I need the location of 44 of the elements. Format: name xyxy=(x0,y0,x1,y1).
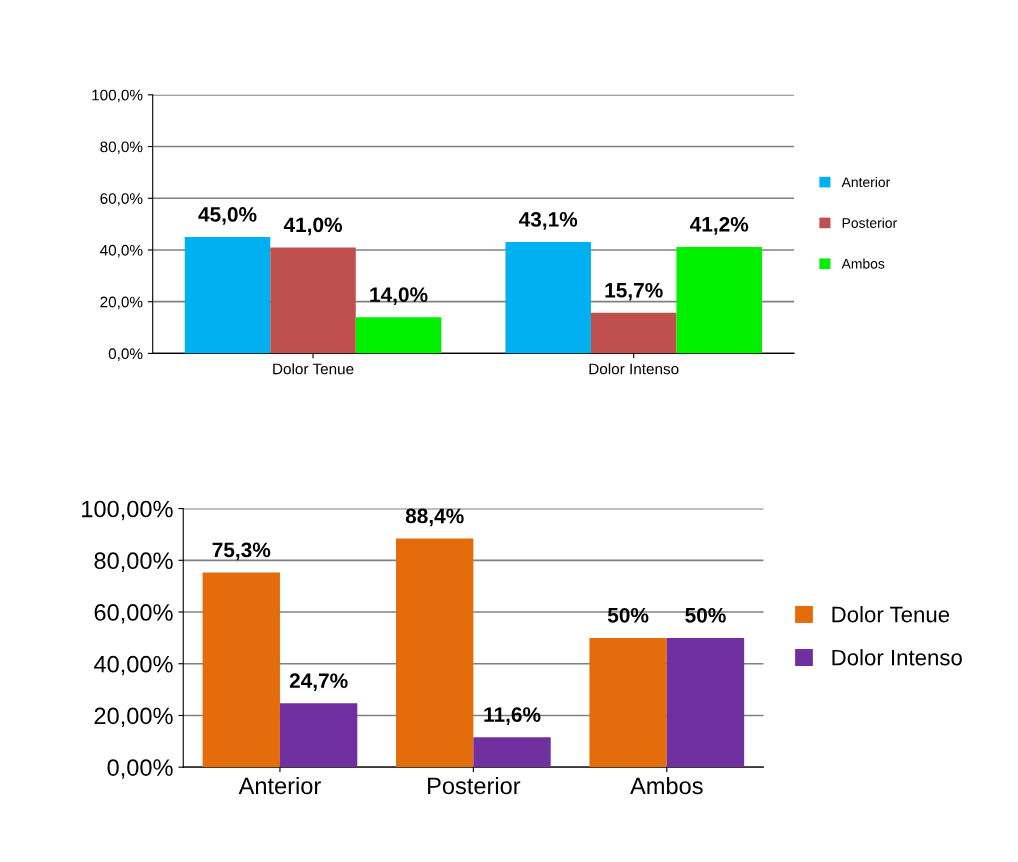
data-label: 50% xyxy=(607,607,649,623)
data-label: 75,3% xyxy=(212,542,271,561)
y-tick-label: 20,0% xyxy=(100,296,143,310)
legend-label: Dolor Tenue xyxy=(832,606,950,623)
bar xyxy=(270,247,356,354)
data-label: 11,6% xyxy=(484,707,541,725)
y-tick-label: 60,0% xyxy=(100,193,143,206)
bar xyxy=(202,572,280,768)
data-label: 41,0% xyxy=(283,217,343,236)
data-label: 15,7% xyxy=(605,282,663,301)
bar xyxy=(473,737,551,768)
x-tick-label: Posterior xyxy=(428,776,521,795)
bar xyxy=(396,538,474,768)
y-tick-label: 100,00% xyxy=(82,500,173,521)
data-label: 24,7% xyxy=(289,673,348,692)
y-tick-label: 40,00% xyxy=(93,655,173,676)
y-tick-label: 100,0% xyxy=(92,89,143,103)
y-tick-label: 80,00% xyxy=(94,552,173,572)
legend-label: Dolor Intenso xyxy=(832,649,962,666)
bar xyxy=(355,317,442,354)
bar xyxy=(184,237,271,354)
data-label: 43,1% xyxy=(518,211,578,230)
legend-label: Ambos xyxy=(841,258,885,269)
x-tick-label: Ambos xyxy=(630,776,703,795)
data-label: 41,2% xyxy=(690,216,749,235)
y-tick-label: 40,0% xyxy=(100,244,143,258)
bar xyxy=(589,637,667,768)
y-tick-label: 20,00% xyxy=(94,707,173,728)
data-label: 50% xyxy=(685,607,726,623)
bar xyxy=(666,637,745,768)
data-label: 14,0% xyxy=(370,287,428,306)
bar xyxy=(279,703,358,768)
y-tick-label: 0,00% xyxy=(107,759,173,779)
data-label: 45,0% xyxy=(198,207,257,225)
y-tick-label: 60,00% xyxy=(94,604,173,624)
data-label: 88,4% xyxy=(405,508,464,527)
bar xyxy=(590,312,677,354)
legend-label: Anterior xyxy=(841,176,890,188)
y-tick-label: 80,0% xyxy=(100,141,143,155)
bar xyxy=(676,246,762,354)
bar xyxy=(505,241,591,354)
y-tick-label: 0,0% xyxy=(108,348,143,361)
legend-label: Posterior xyxy=(842,217,897,228)
x-tick-label: Anterior xyxy=(238,776,321,795)
